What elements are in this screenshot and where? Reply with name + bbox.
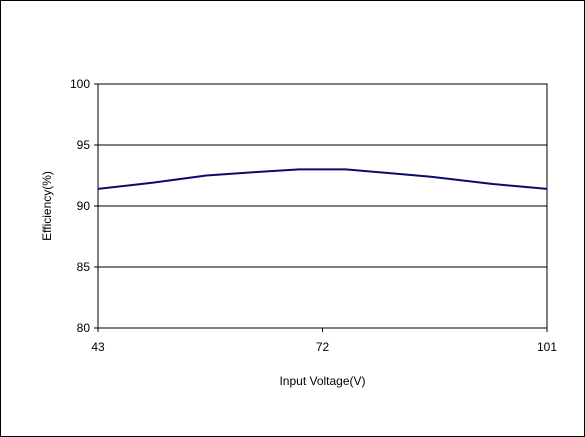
x-tick-label: 43	[91, 340, 105, 354]
y-tick-label: 95	[77, 138, 91, 152]
x-tick-label: 72	[316, 340, 330, 354]
x-axis-label: Input Voltage(V)	[279, 374, 365, 388]
y-tick-label: 100	[70, 77, 90, 91]
series-group	[97, 168, 548, 190]
x-tick-label: 101	[537, 340, 557, 354]
axis-ticks: 80 85 90 95 100 43 72 101	[70, 77, 557, 354]
grid-lines	[98, 144, 547, 268]
y-tick-label: 80	[77, 321, 91, 335]
y-tick-label: 90	[77, 199, 91, 213]
y-axis-label: Efficiency(%)	[40, 171, 54, 241]
efficiency-series-line	[97, 168, 548, 190]
y-tick-label: 85	[77, 260, 91, 274]
